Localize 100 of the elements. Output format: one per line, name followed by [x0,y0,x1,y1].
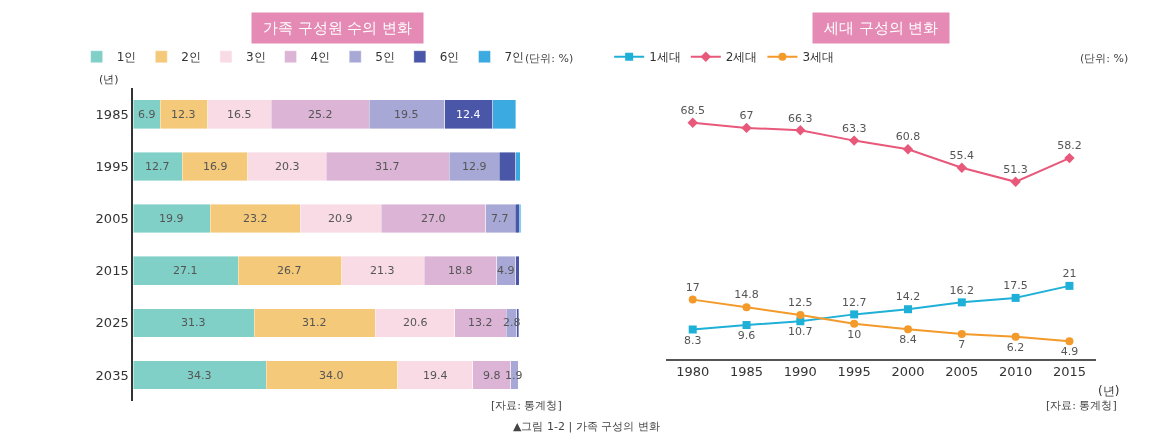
data-label: 19.4 [423,369,448,382]
data-label: 16.9 [203,160,228,173]
data-label: 31.2 [302,316,327,329]
point [741,122,752,134]
x-axis-title: (년) [1098,384,1120,398]
data-label: 4.9 [497,264,515,277]
chart-title: 세대 구성의 변화 [819,19,944,37]
legend-label: 5인 [375,50,395,65]
data-label: 17.5 [1003,279,1028,293]
data-label: 8.4 [899,333,917,347]
data-label: 8.3 [683,333,702,347]
data-label: 55.4 [949,148,975,162]
y-axis-title: (년) [99,73,119,86]
point [956,162,968,173]
y-tick-label: 2025 [95,315,129,331]
data-label: 10.7 [788,325,813,339]
data-label: 9.6 [737,329,756,343]
point [1065,281,1074,290]
x-tick-label: 1990 [783,364,817,380]
data-label: 16.2 [949,283,975,297]
point [688,295,697,304]
data-label: 13.2 [468,316,493,329]
data-label: 58.2 [1057,139,1082,153]
point [903,325,912,334]
data-label: 12.4 [456,108,481,121]
point [688,325,697,334]
data-label: 34.0 [319,369,344,382]
data-label: 6.2 [1006,340,1025,354]
text: (단위: %) [525,52,574,65]
point [796,311,805,320]
data-label: 63.3 [841,121,867,135]
text: (단위: %) [1080,52,1129,65]
legend-label: 1세대 [649,50,681,65]
legend-label: 6인 [439,50,460,65]
data-label: 27.1 [173,264,198,277]
data-label: 23.2 [243,212,268,225]
point [742,303,751,312]
y-tick-label: 1985 [95,106,129,122]
data-label: 16.5 [227,108,252,121]
text: ▲그림 1-2 | 가족 구성의 변화 [513,420,660,433]
data-label: 66.3 [788,111,813,125]
point [1011,293,1020,302]
point [1010,176,1021,188]
y-tick-label: 1995 [95,158,129,174]
x-tick-label: 2010 [999,364,1033,380]
data-label: 67 [739,109,754,123]
data-label: 31.3 [181,316,206,329]
point [903,305,912,314]
point [957,298,966,307]
data-label: 21.3 [370,264,395,277]
data-label: 21 [1062,267,1077,281]
data-label: 14.8 [734,288,759,302]
data-label: 26.7 [277,264,302,277]
data-label: 12.5 [788,296,813,310]
data-label: 27.0 [421,212,446,225]
y-tick-label: 2005 [95,211,129,227]
chart-title: 가족 구성원 수의 변화 [258,19,417,37]
data-label: 60.8 [895,130,921,144]
data-label: 12.9 [462,160,487,173]
data-label: 1.9 [505,369,523,382]
legend-label: 3인 [245,50,266,65]
y-tick-label: 2035 [95,367,129,383]
data-label: 25.2 [308,108,333,121]
data-label: 68.5 [680,104,705,117]
text: [자료: 통계청] [1046,399,1117,412]
point [795,125,806,136]
data-label: 6.9 [138,108,156,121]
data-label: 19.9 [159,212,184,225]
point [850,319,859,328]
point [957,329,966,338]
legend-label: 1인 [116,50,137,65]
legend-label: 2세대 [725,50,758,65]
x-tick-label: 2000 [891,364,925,380]
point [848,135,860,146]
data-label: 12.3 [171,108,196,121]
data-label: 20.9 [328,212,353,225]
data-label: 12.7 [841,295,867,309]
x-tick-label: 1985 [729,364,764,380]
point [1064,152,1075,164]
data-label: 51.3 [1003,163,1028,177]
point [1065,337,1074,346]
data-label: 9.8 [483,369,501,382]
data-label: 31.7 [375,160,400,173]
data-label: 19.5 [394,108,419,121]
data-label: 12.7 [145,160,170,173]
data-label: 7.7 [491,212,509,225]
data-label: 7 [958,338,966,352]
x-tick-label: 1995 [837,364,871,380]
legend-label: 3세대 [802,50,835,65]
legend-label: 4인 [310,50,331,65]
x-tick-label: 2005 [945,364,979,380]
data-label: 17 [685,280,700,294]
point [902,143,914,155]
data-label: 20.3 [275,160,300,173]
data-label: 4.9 [1060,345,1079,359]
y-tick-label: 2015 [95,263,129,279]
point [742,321,751,330]
point [1011,332,1020,341]
point [850,310,859,319]
point [687,117,698,128]
